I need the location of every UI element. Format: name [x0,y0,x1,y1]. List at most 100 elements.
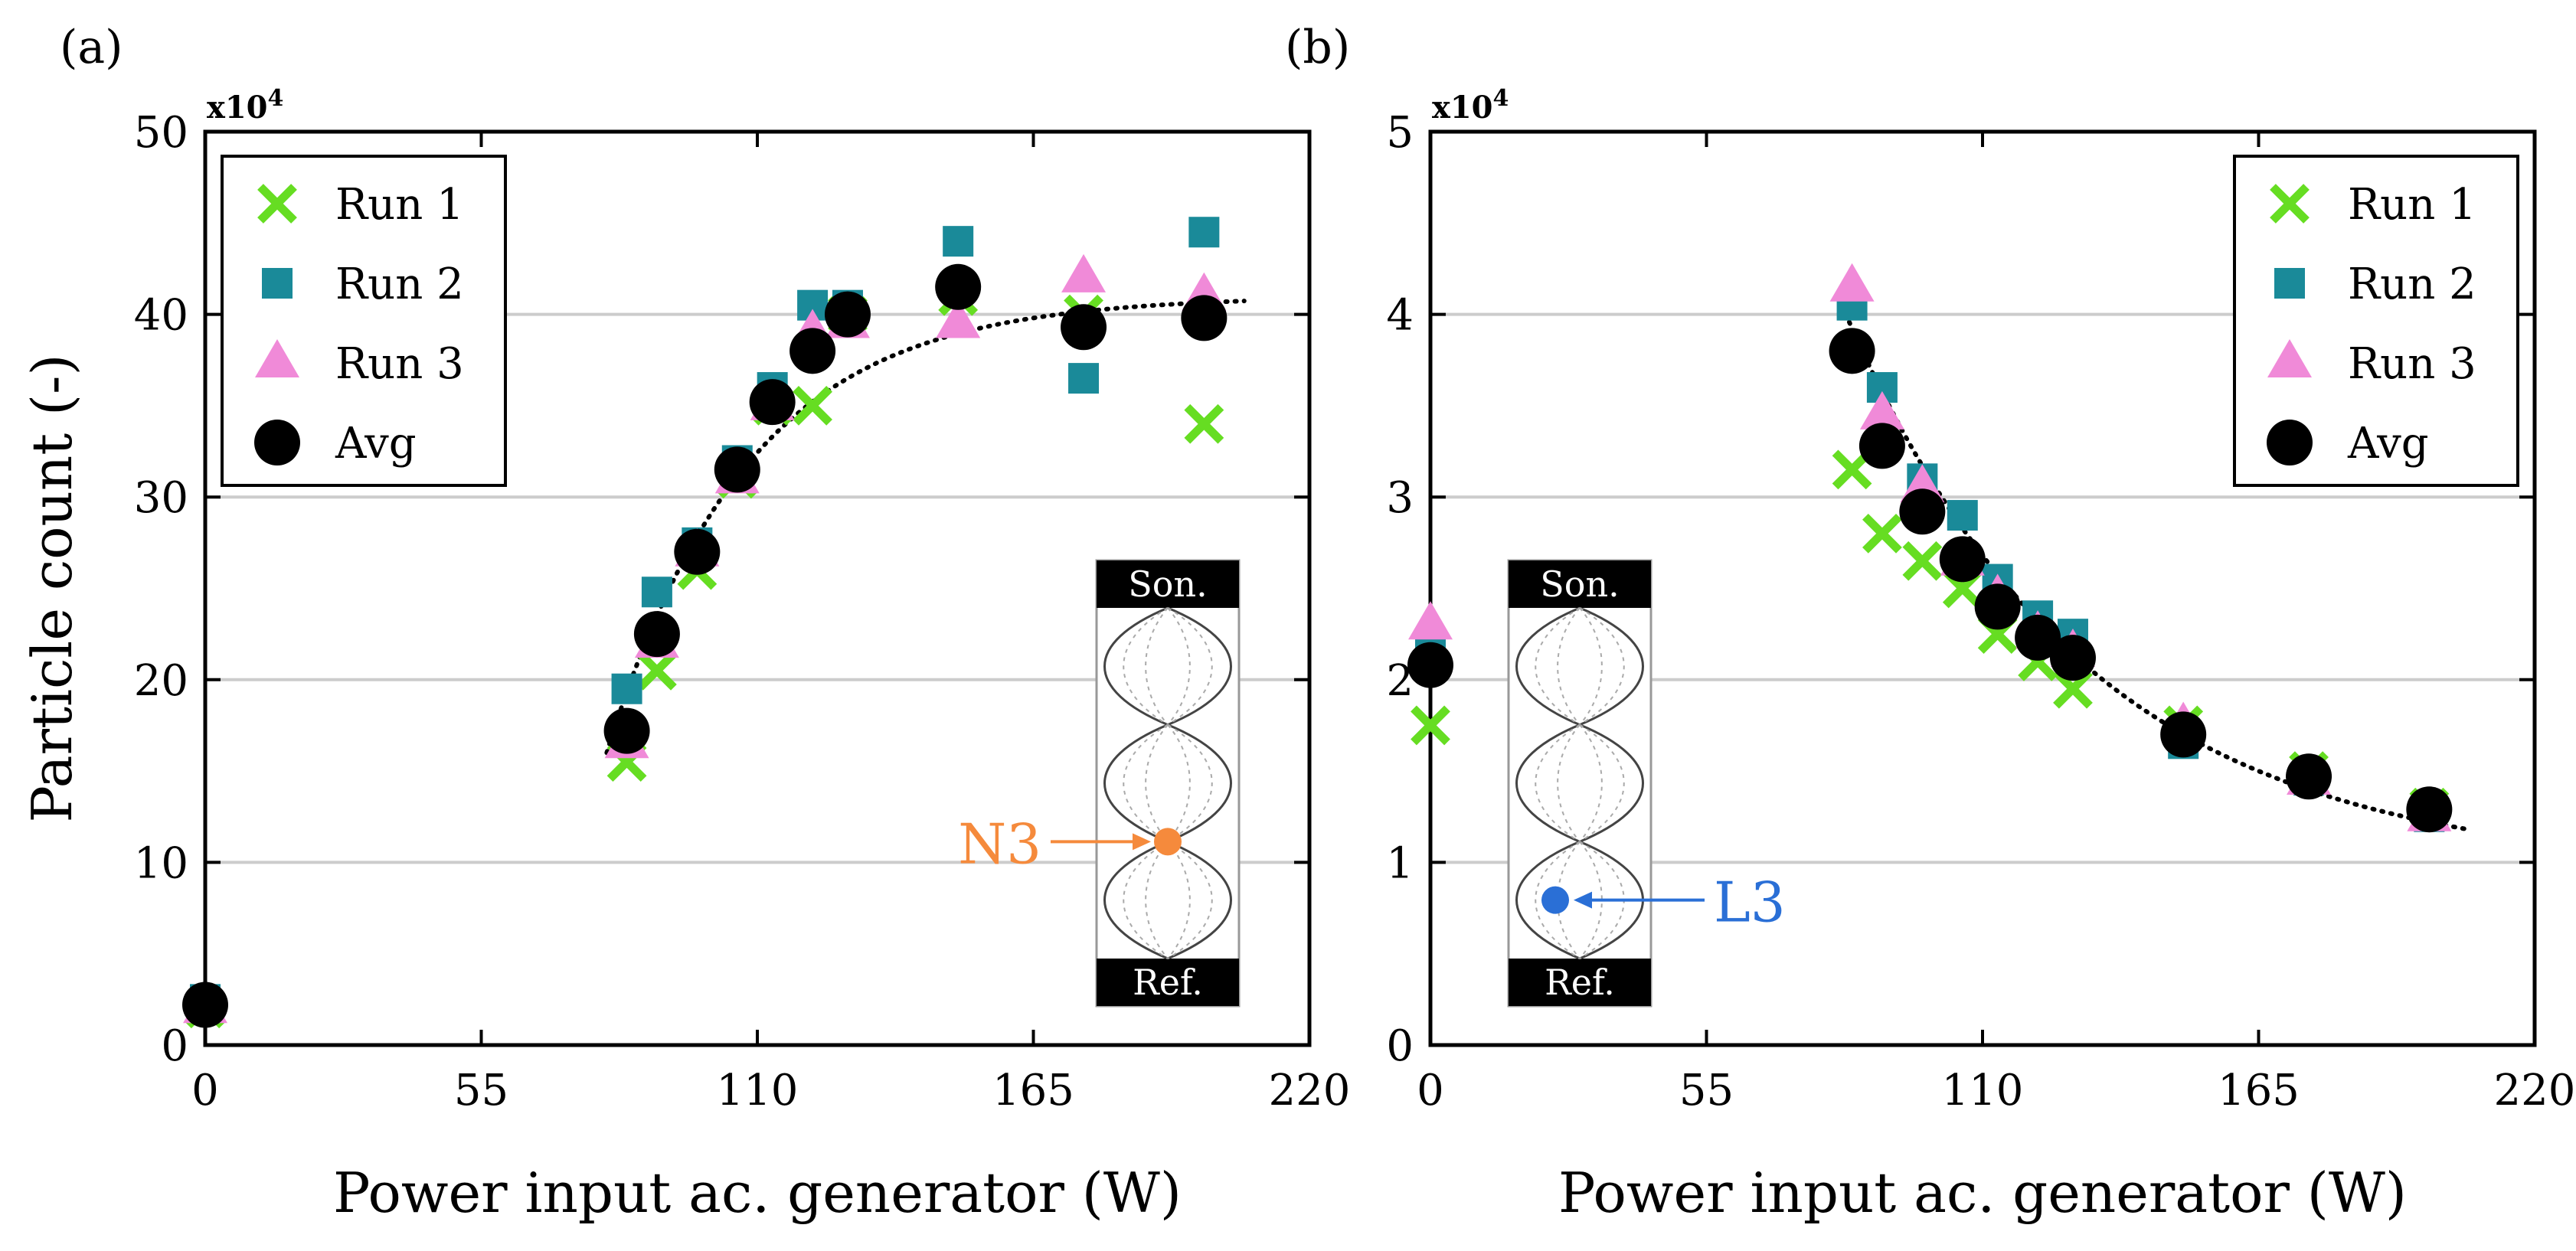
data-point [1862,514,1902,554]
inset-diagram: Son. Ref. N3 [958,559,1241,1008]
data-point [936,299,981,338]
legend-marker [2274,268,2305,299]
x-tick-label: 0 [191,1066,219,1115]
node-marker [1154,828,1182,856]
wave-inner [1535,607,1581,726]
wave-inner [1579,724,1603,842]
legend-label: Run 3 [335,339,464,389]
data-point [633,611,680,658]
data-point [943,226,974,257]
legend-label: Run 2 [335,260,464,309]
marker-arrow-head [1574,891,1592,909]
marker-arrow-head [1133,833,1151,851]
legend-marker [2267,420,2313,465]
y-tick-label: 10 [134,838,188,888]
loop-marker [1541,886,1569,914]
y-tick-label: 3 [1386,473,1414,523]
data-point [603,707,650,754]
wave-inner [1557,724,1581,842]
data-point [1408,601,1453,640]
wave-envelope [1579,723,1644,843]
wave-envelope [1167,723,1232,843]
panel-label: (b) [1285,21,1350,74]
x-axis-title: Power input ac. generator (W) [1558,1161,2407,1225]
plot-frame [203,129,1312,1047]
marker-label: L3 [1714,870,1786,935]
wave-inner [1123,723,1169,843]
data-point [1829,328,1875,374]
inset-frame [1095,559,1241,1008]
inset-bottom-label: Ref. [1133,962,1203,1003]
wave-inner [1123,841,1169,959]
wave-inner [1579,607,1625,726]
chart-panel-a: 0 55 110 165 220 0 10 20 30 40 50 x104 (a) Power inpu… [20,21,1350,1225]
wave-inner [1535,723,1581,843]
y-multiplier: x104 [207,85,283,126]
wave-envelope [1103,606,1169,727]
y-tick-label: 20 [134,656,188,706]
wave-envelope [1103,840,1169,960]
y-tick-label: 30 [134,473,188,523]
legend-label: Avg [335,419,417,469]
data-point [2160,711,2207,758]
x-tick-label: 110 [1942,1066,2024,1115]
y-multiplier-exp: 4 [1493,85,1509,112]
y-multiplier-base: x10 [1432,90,1493,126]
wave-envelope [1515,840,1581,960]
data-point [749,379,796,426]
data-point [637,650,677,691]
y-tick-label: 50 [134,108,188,158]
legend-label: Run 1 [2348,180,2476,230]
legend: Run 1 Run 2 Run 3 Avg [2233,155,2519,487]
x-tick-label: 165 [992,1066,1074,1115]
panel-label: (a) [60,21,123,74]
wave-envelope [1167,840,1232,960]
data-point [1061,304,1107,351]
x-tick-label: 0 [1417,1066,1444,1115]
data-point [2286,753,2332,800]
legend-label: Run 1 [335,180,464,230]
x-tick-label: 220 [2494,1066,2576,1115]
legend-marker [255,339,299,377]
wave-inner [1167,841,1213,959]
marker-label: N3 [958,812,1041,876]
wave-envelope [1167,606,1232,727]
wave-inner [1167,607,1191,726]
wave-inner [1579,607,1603,726]
data-point [1829,263,1875,302]
x-tick-label: 220 [1269,1066,1351,1115]
legend-marker [262,268,293,299]
y-multiplier-base: x10 [207,90,268,126]
data-point [641,577,672,608]
inset-bottom-bar [1509,959,1651,1006]
y-tick-label: 0 [1386,1021,1414,1071]
data-point [1859,390,1904,430]
fit-curve [604,299,1247,756]
data-point [611,673,642,704]
data-point [1061,253,1107,292]
legend-label: Avg [2347,419,2429,469]
data-point [674,528,721,575]
data-point [1939,536,1986,583]
fit-curve [1839,302,2472,832]
data-point [1188,217,1220,248]
wave-inner [1167,724,1191,842]
data-point [2015,614,2061,661]
y-multiplier: x104 [1432,85,1509,126]
plot-frame [1428,129,2537,1047]
data-point [1068,363,1100,394]
wave-envelope [1103,723,1169,843]
y-tick-label: 40 [134,291,188,341]
wave-inner [1145,607,1169,726]
y-tick-label: 5 [1386,108,1414,158]
data-point [1411,705,1450,746]
x-tick-label: 165 [2218,1066,2300,1115]
data-point [2049,635,2096,681]
legend-marker [257,184,297,224]
wave-inner [1579,723,1625,843]
inset-bottom-bar [1097,959,1239,1006]
data-point [1899,488,1946,535]
wave-inner [1557,841,1581,959]
